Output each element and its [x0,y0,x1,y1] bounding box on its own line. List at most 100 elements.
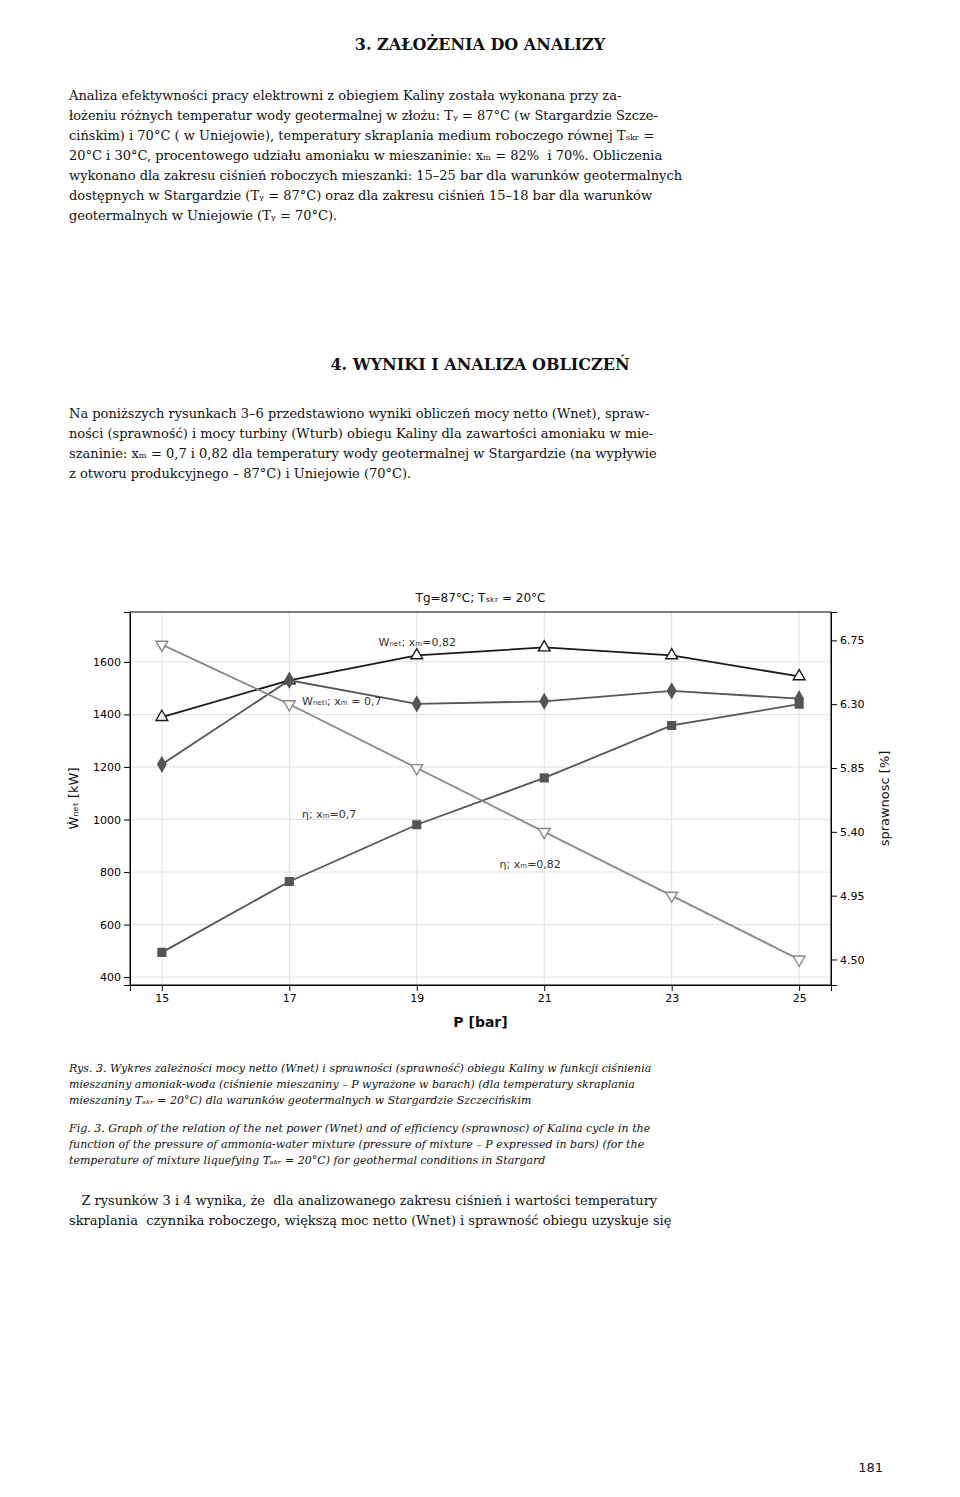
paragraph-line-block: Analiza efektywności pracy elektrowni z … [68,88,683,223]
series-line [162,680,799,764]
y-axis-title: Ẇₙₑₜ [kW] [66,768,81,830]
paragraph-line-block: Na poniższych rysunkach 3–6 przedstawion… [69,406,657,481]
series [156,641,805,721]
y2-axis-tick-mark [831,959,837,960]
y-axis: 4006008001000120014001600 [93,613,131,986]
paragraph-line-block: Z rysunków 3 i 4 wynika, że dla analizow… [69,1193,672,1228]
grid-line-y [130,924,831,925]
x-axis-tick-label: 23 [665,992,679,1005]
y2-axis-tick: 6.30 [831,698,865,711]
grid-line-y [130,977,831,978]
paragraph-line: wykonano dla zakresu ciśnień roboczych m… [69,168,683,183]
grid-line-x [416,612,417,985]
y2-axis-line [832,613,838,986]
x-axis-tick: 25 [793,985,807,1005]
grid-line-y [130,819,831,820]
series-marker [411,765,423,775]
series-line [162,704,799,952]
series-marker [156,710,168,720]
series [158,700,803,956]
y-axis-tick-label: 400 [100,971,121,984]
y-axis-tick-mark [124,767,130,768]
section-heading: 3. ZAŁOŻENIA DO ANALIZY [355,34,606,54]
y2-axis-tick-label: 4.50 [840,953,865,966]
y-axis-tick-label: 1000 [93,814,121,827]
grid-line-y [130,766,831,767]
y-axis-tick-mark [124,872,130,873]
paragraph-line: łożeniu różnych temperatur wody geoterma… [69,108,658,123]
caption-line: Fig. 3. Graph of the relation of the net… [68,1122,651,1135]
series-marker [156,641,168,651]
series-marker [158,949,166,957]
x-axis-tick-label: 25 [793,992,807,1005]
paragraph-line: Z rysunków 3 i 4 wynika, że dla analizow… [69,1193,658,1208]
x-axis-tick: 21 [538,985,552,1005]
x-axis-tick-label: 21 [538,992,552,1005]
y2-axis-tick: 4.95 [831,890,865,903]
x-axis-tick-mark [289,985,290,991]
plot-frame [130,612,831,985]
plot-area [156,641,805,967]
y2-axis-title: sprawnosc [%] [877,751,892,847]
series-marker [283,701,295,711]
y-axis-tick: 1400 [93,708,130,721]
series [156,641,805,966]
series-marker [795,700,803,708]
grid [130,612,831,985]
y-axis-tick-label: 800 [100,866,121,879]
grid-line-x [671,612,672,985]
series-line [162,647,799,717]
series-marker [538,641,550,651]
y2-axis: 4.50 4.95 5.40 5.85 6.30 6.75 [831,613,865,986]
x-axis-tick: 15 [155,985,169,1005]
y-axis-tick-label: 600 [100,919,121,932]
caption-line: mieszaniny amoniak-woda (ciśnienie miesz… [69,1078,635,1091]
paragraph-line: dostępnych w Stargardzie (Tᵧ = 87°C) ora… [69,188,652,203]
y-axis-tick-mark [124,977,130,978]
chart-title: Tg=87°C; Tₛₖᵣ = 20°C [415,591,546,605]
series-marker [666,892,678,902]
y-axis-tick-mark [124,925,130,926]
series-line [162,645,799,960]
series-marker [793,670,805,680]
series-marker [285,673,293,687]
y-axis-tick-label: 1600 [93,656,121,669]
series-marker [413,697,421,711]
paragraph-line: z otworu produkcyjnego – 87°C) i Uniejow… [69,466,411,481]
section-heading: 4. WYNIKI I ANALIZA OBLICZEŃ [330,354,629,374]
x-axis-tick-mark [162,985,163,991]
page: 3. ZAŁOŻENIA DO ANALIZY Analiza efektywno… [0,0,960,1497]
x-axis-line [131,986,832,992]
y2-axis-tick-mark [831,896,837,897]
y-axis-tick-mark [124,714,130,715]
series-marker [158,757,166,771]
series-marker [285,878,293,886]
y2-axis-tick-mark [831,832,837,833]
paragraph-line: cińskim) i 70°C ( w Uniejowie), temperat… [69,128,654,143]
paragraph-line: Na poniższych rysunkach 3–6 przedstawion… [69,406,649,421]
x-axis-tick: 17 [283,985,297,1005]
y2-axis-tick: 5.40 [831,826,865,839]
x-axis-tick-mark [417,985,418,991]
paragraph-line: ności (sprawność) i mocy turbiny (Wturb)… [69,426,653,441]
paragraph-line: 20°C i 30°C, procentowego udziału amonia… [69,148,662,163]
y2-axis-tick: 4.50 [831,953,865,966]
caption-line: Rys. 3. Wykres zależności mocy netto (Wn… [68,1062,651,1075]
caption-line-block: Rys. 3. Wykres zależności mocy netto (Wn… [68,1062,651,1107]
series-marker [413,821,421,829]
series-marker [793,956,805,966]
y2-axis-tick-label: 5.40 [840,826,865,839]
y-axis-tick: 800 [100,866,130,879]
paragraph-line: skraplania czynnika roboczego, większą m… [69,1213,672,1228]
y-axis-tick: 1000 [93,814,130,827]
y2-axis-tick-mark [831,640,837,641]
y2-axis-tick: 6.75 [831,634,865,647]
paragraph-line: geotermalnych w Uniejowie (Tᵧ = 70°C). [69,208,337,223]
x-axis-tick-label: 17 [283,992,297,1005]
grid-line-x [161,612,162,985]
y-axis-tick-mark [124,662,130,663]
x-axis-tick: 19 [410,985,424,1005]
series-marker [540,774,548,782]
caption-line: mieszaniny Tₛₖᵣ = 20°C) dla warunków geo… [69,1094,532,1107]
y2-axis-tick: 5.85 [831,762,865,775]
